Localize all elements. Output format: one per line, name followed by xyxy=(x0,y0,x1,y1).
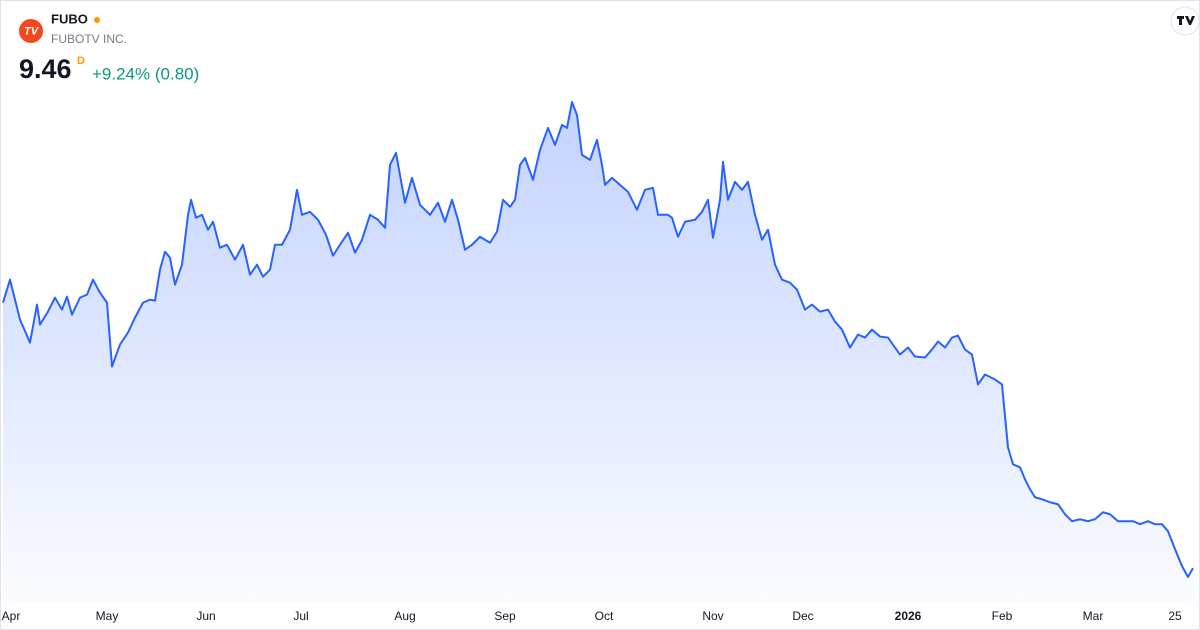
interval: D xyxy=(77,55,85,67)
company-name: FUBOTV INC. xyxy=(51,32,127,46)
x-tick-label: Sep xyxy=(494,609,516,623)
x-tick-label: Jul xyxy=(293,609,308,623)
logo-text: TV xyxy=(24,25,40,37)
status-dot xyxy=(94,17,100,23)
plot: Apr May Jun Jul Aug Sep Oct Nov Dec 2026 Feb Mar 25 xyxy=(2,101,1194,623)
x-tick-label: Nov xyxy=(702,609,723,623)
x-tick-label: 2026 xyxy=(895,609,922,623)
tv-mark xyxy=(1177,16,1195,25)
x-tick-label: Dec xyxy=(792,609,813,623)
symbol: FUBO xyxy=(51,11,88,26)
x-tick-label: Jun xyxy=(196,609,215,623)
x-tick-label: Apr xyxy=(2,609,21,623)
x-tick-label: Aug xyxy=(394,609,415,623)
x-tick-label: Mar xyxy=(1083,609,1104,623)
price-line xyxy=(2,101,1194,578)
price: 9.46 xyxy=(19,54,72,84)
area-fill xyxy=(3,102,1193,605)
tv-badge[interactable] xyxy=(1170,6,1200,36)
x-tick-label: May xyxy=(96,609,119,623)
change: +9.24% (0.80) xyxy=(92,64,199,83)
x-tick-label: Oct xyxy=(595,609,614,623)
logo-circle xyxy=(19,19,43,43)
x-tick-label: 25 xyxy=(1168,609,1182,623)
x-tick-label: Feb xyxy=(992,609,1013,623)
